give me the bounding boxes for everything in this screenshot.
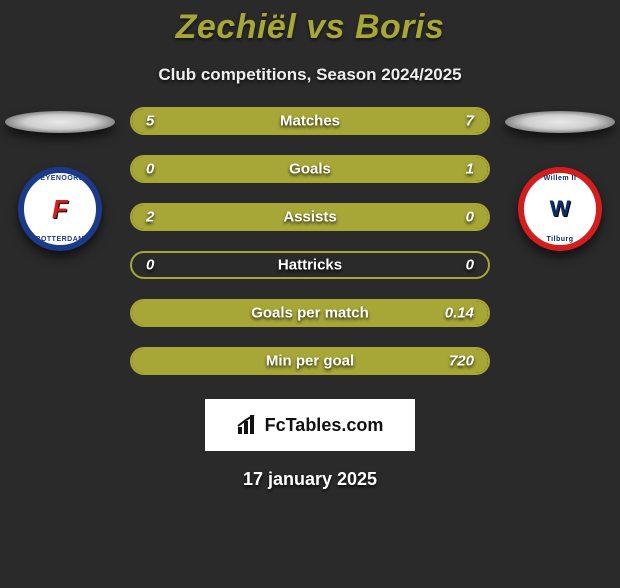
watermark-text: FcTables.com	[265, 415, 384, 436]
stat-row: 720 Min per goal	[130, 347, 490, 375]
stat-label: Assists	[283, 209, 336, 226]
stat-value-right: 0	[466, 209, 474, 226]
right-club-crest: Willem II W Tilburg	[518, 167, 602, 251]
stat-value-right: 7	[466, 113, 474, 130]
crest-top-text: Willem II	[524, 175, 596, 182]
stat-value-right: 0	[466, 257, 474, 274]
stat-bar-right	[196, 109, 488, 133]
crest-bottom-text: ROTTERDAM	[24, 236, 96, 243]
date-line: 17 january 2025	[0, 469, 620, 490]
subtitle: Club competitions, Season 2024/2025	[0, 65, 620, 85]
player-shadow	[5, 111, 115, 133]
stat-row: 0 1 Goals	[130, 155, 490, 183]
right-player-col: Willem II W Tilburg	[500, 107, 620, 251]
player-shadow	[505, 111, 615, 133]
stat-value-left: 2	[146, 209, 154, 226]
stat-row: 0 0 Hattricks	[130, 251, 490, 279]
crest-letter: W	[550, 196, 571, 222]
stat-row: 0.14 Goals per match	[130, 299, 490, 327]
stat-row: 2 0 Assists	[130, 203, 490, 231]
stat-label: Goals	[289, 161, 331, 178]
stat-value-left: 5	[146, 113, 154, 130]
crest-top-text: FEYENOORD	[24, 175, 96, 182]
stat-row: 5 7 Matches	[130, 107, 490, 135]
stat-value-right: 720	[449, 353, 474, 370]
stat-bar-left	[132, 109, 196, 133]
stat-value-left: 0	[146, 257, 154, 274]
crest-letter: F	[52, 194, 68, 225]
stat-value-left: 0	[146, 161, 154, 178]
crest-bottom-text: Tilburg	[524, 236, 596, 243]
stat-label: Matches	[280, 113, 340, 130]
chart-bars-icon	[237, 415, 259, 435]
stat-value-right: 0.14	[445, 305, 474, 322]
stat-label: Goals per match	[251, 305, 369, 322]
stat-label: Min per goal	[266, 353, 354, 370]
stat-label: Hattricks	[278, 257, 342, 274]
left-player-col: FEYENOORD F ROTTERDAM	[0, 107, 120, 251]
stat-value-right: 1	[466, 161, 474, 178]
page-title: Zechiël vs Boris	[0, 8, 620, 47]
watermark: FcTables.com	[205, 399, 415, 451]
left-club-crest: FEYENOORD F ROTTERDAM	[18, 167, 102, 251]
comparison-section: FEYENOORD F ROTTERDAM Willem II W Tilbur…	[0, 107, 620, 375]
